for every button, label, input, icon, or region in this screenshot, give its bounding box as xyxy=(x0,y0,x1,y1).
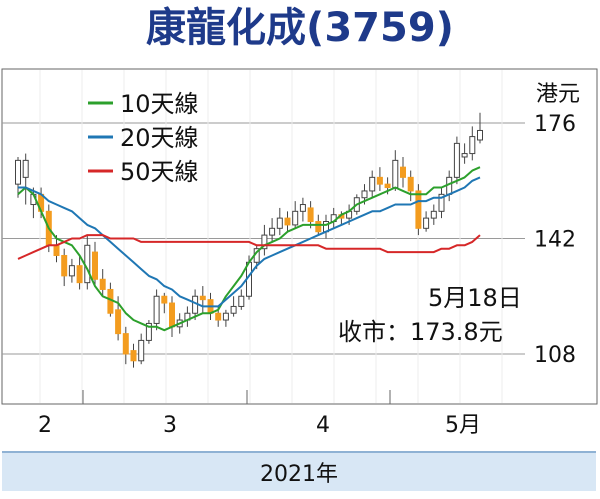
x-tick-label: 3 xyxy=(163,413,177,438)
candle-body xyxy=(477,129,483,141)
candle-body xyxy=(423,217,430,229)
candle-body xyxy=(238,295,245,307)
candle-body xyxy=(169,302,175,328)
legend-label-ma20: 20天線 xyxy=(120,124,199,152)
candle-body xyxy=(276,217,283,229)
x-tick-labels: 2 3 4 5月 xyxy=(38,413,481,438)
candle-body xyxy=(161,295,168,304)
candlesticks xyxy=(15,112,483,368)
candle-body xyxy=(369,176,376,192)
candle-body xyxy=(315,221,322,233)
legend: 10天線 20天線 50天線 xyxy=(88,90,199,186)
candle-body xyxy=(407,176,414,192)
legend-label-ma50: 50天線 xyxy=(120,158,199,186)
candle-body xyxy=(430,210,437,219)
candle-body xyxy=(400,166,406,178)
y-tick-label: 142 xyxy=(534,228,576,253)
candle-body xyxy=(15,159,21,185)
year-footer: 2021年 xyxy=(2,451,596,491)
candle-body xyxy=(53,244,60,256)
candle-body xyxy=(215,312,222,321)
candle-body xyxy=(361,190,368,199)
candle-body xyxy=(261,234,268,250)
y-tick-label: 176 xyxy=(534,112,576,137)
chart-title: 康龍化成(3759) xyxy=(146,5,454,51)
candle-body xyxy=(153,295,160,324)
candle-body xyxy=(230,305,237,314)
candle-body xyxy=(469,136,476,155)
candle-body xyxy=(453,142,460,178)
candle-body xyxy=(222,312,229,321)
x-tick-label: 5月 xyxy=(445,413,481,438)
series-line-2 xyxy=(17,234,481,260)
candle-body xyxy=(284,217,291,226)
legend-label-ma10: 10天線 xyxy=(120,90,199,118)
candle-body xyxy=(61,254,68,277)
candle-body xyxy=(392,159,399,189)
candle-body xyxy=(76,265,83,284)
candle-body xyxy=(461,153,468,158)
moving-average-lines xyxy=(17,166,481,332)
candle-body xyxy=(384,183,391,189)
candle-body xyxy=(292,210,299,226)
x-tick-label: 2 xyxy=(38,413,52,438)
candle-body xyxy=(68,265,75,277)
close-annotation: 5月18日 收市：173.8元 xyxy=(338,284,522,346)
y-tick-label: 108 xyxy=(534,343,576,368)
candle-body xyxy=(92,251,98,280)
y-tick-labels: 176 142 108 xyxy=(534,112,576,368)
candle-body xyxy=(376,176,383,185)
y-unit-label: 港元 xyxy=(536,82,580,107)
candle-body xyxy=(299,204,306,212)
candle-body xyxy=(438,193,445,212)
series-line-0 xyxy=(17,166,481,332)
annotation-close-price: 收市：173.8元 xyxy=(338,318,503,346)
x-tick-label: 4 xyxy=(316,413,330,438)
annotation-date: 5月18日 xyxy=(428,284,522,312)
candle-body xyxy=(115,309,122,335)
candle-body xyxy=(22,159,29,178)
candle-body xyxy=(138,339,145,362)
candle-body xyxy=(122,333,129,355)
candle-body xyxy=(84,244,91,284)
candle-body xyxy=(269,227,276,236)
candle-body xyxy=(415,190,422,229)
candle-body xyxy=(307,207,314,223)
candle-body xyxy=(130,350,137,362)
candle-body xyxy=(99,278,106,290)
candle-body xyxy=(145,322,152,341)
candle-body xyxy=(199,295,206,301)
series-line-1 xyxy=(18,176,481,308)
